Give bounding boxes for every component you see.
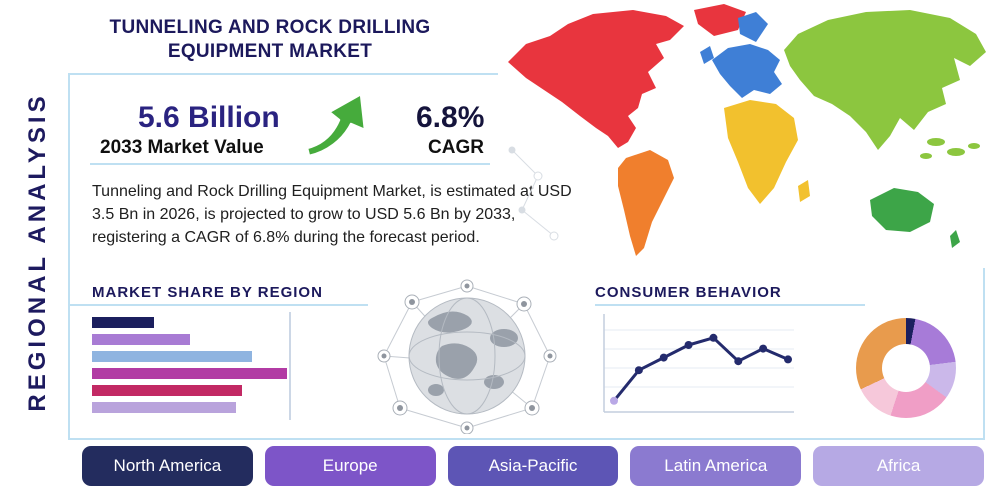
cagr-stat: 6.8% — [416, 101, 485, 134]
region-new-zealand[interactable] — [950, 230, 960, 248]
trend-point-5 — [709, 333, 718, 342]
region-southeast-asia-islands[interactable] — [920, 138, 980, 159]
trend-point-6 — [734, 357, 743, 366]
cagr-label: CAGR — [428, 137, 484, 158]
page-title: TUNNELING AND ROCK DRILLING EQUIPMENT MA… — [109, 17, 431, 62]
market-share-bar-chart — [92, 317, 287, 413]
globe-meridians — [408, 297, 526, 415]
market-share-bar-4 — [92, 368, 287, 379]
consumer-behavior-line-chart — [603, 314, 794, 413]
region-british-isles[interactable] — [700, 46, 714, 64]
frame-border-left — [68, 73, 70, 440]
continent-europe[interactable] — [712, 44, 782, 98]
market-share-bar-2 — [92, 334, 190, 345]
donut-hole — [882, 344, 930, 392]
continent-australia[interactable] — [870, 188, 934, 232]
region-button-north-america[interactable]: North America — [82, 446, 253, 486]
region-scandinavia[interactable] — [738, 12, 768, 42]
market-share-underline — [68, 304, 368, 306]
market-value-stat: 5.6 Billion — [138, 101, 280, 134]
market-share-heading: MARKET SHARE BY REGION — [92, 284, 323, 301]
frame-border-right — [983, 268, 985, 440]
market-value-label: 2033 Market Value — [100, 137, 264, 158]
globe-network-illustration — [377, 279, 557, 434]
map-network-decoration — [508, 146, 559, 241]
world-map — [508, 4, 986, 256]
trend-line — [612, 336, 789, 402]
region-button-latin-america[interactable]: Latin America — [630, 446, 802, 486]
continent-africa[interactable] — [724, 100, 798, 204]
bar-chart-axis-line — [289, 312, 291, 420]
continent-greenland[interactable] — [694, 4, 746, 36]
trend-point-8 — [784, 355, 792, 364]
trend-point-4 — [684, 341, 693, 349]
continent-south-america[interactable] — [618, 150, 674, 256]
continent-asia[interactable] — [784, 10, 986, 150]
market-description: Tunneling and Rock Drilling Equipment Ma… — [92, 183, 572, 247]
region-button-africa[interactable]: Africa — [813, 446, 984, 486]
network-nodes — [377, 279, 557, 434]
region-button-europe[interactable]: Europe — [264, 446, 436, 486]
line-chart-axes — [603, 314, 794, 413]
side-vertical-label: REGIONAL ANALYSIS — [24, 92, 51, 412]
market-share-bar-1 — [92, 317, 155, 328]
region-madagascar[interactable] — [798, 180, 810, 202]
frame-border-bottom — [68, 438, 985, 440]
continent-north-america[interactable] — [508, 10, 684, 148]
region-buttons: North America Europe Asia-Pacific Latin Ame… — [82, 446, 984, 486]
region-button-asia-pacific[interactable]: Asia-Pacific — [447, 446, 619, 486]
trend-point-1 — [610, 396, 618, 405]
trend-point-2 — [634, 366, 643, 375]
market-share-bar-6 — [92, 402, 237, 413]
market-share-bar-5 — [92, 385, 243, 396]
regional-share-donut-chart — [856, 318, 956, 418]
trend-point-3 — [659, 353, 668, 362]
consumer-behavior-underline — [595, 304, 865, 306]
globe-landmasses — [428, 311, 518, 396]
market-share-bar-3 — [92, 351, 252, 362]
frame-border-top — [68, 73, 498, 75]
consumer-behavior-heading: CONSUMER BEHAVIOR — [595, 284, 782, 301]
growth-arrow-icon — [305, 92, 367, 158]
growth-arrow-shape — [305, 92, 367, 158]
trend-point-7 — [759, 344, 768, 353]
stats-divider-line — [90, 163, 490, 165]
